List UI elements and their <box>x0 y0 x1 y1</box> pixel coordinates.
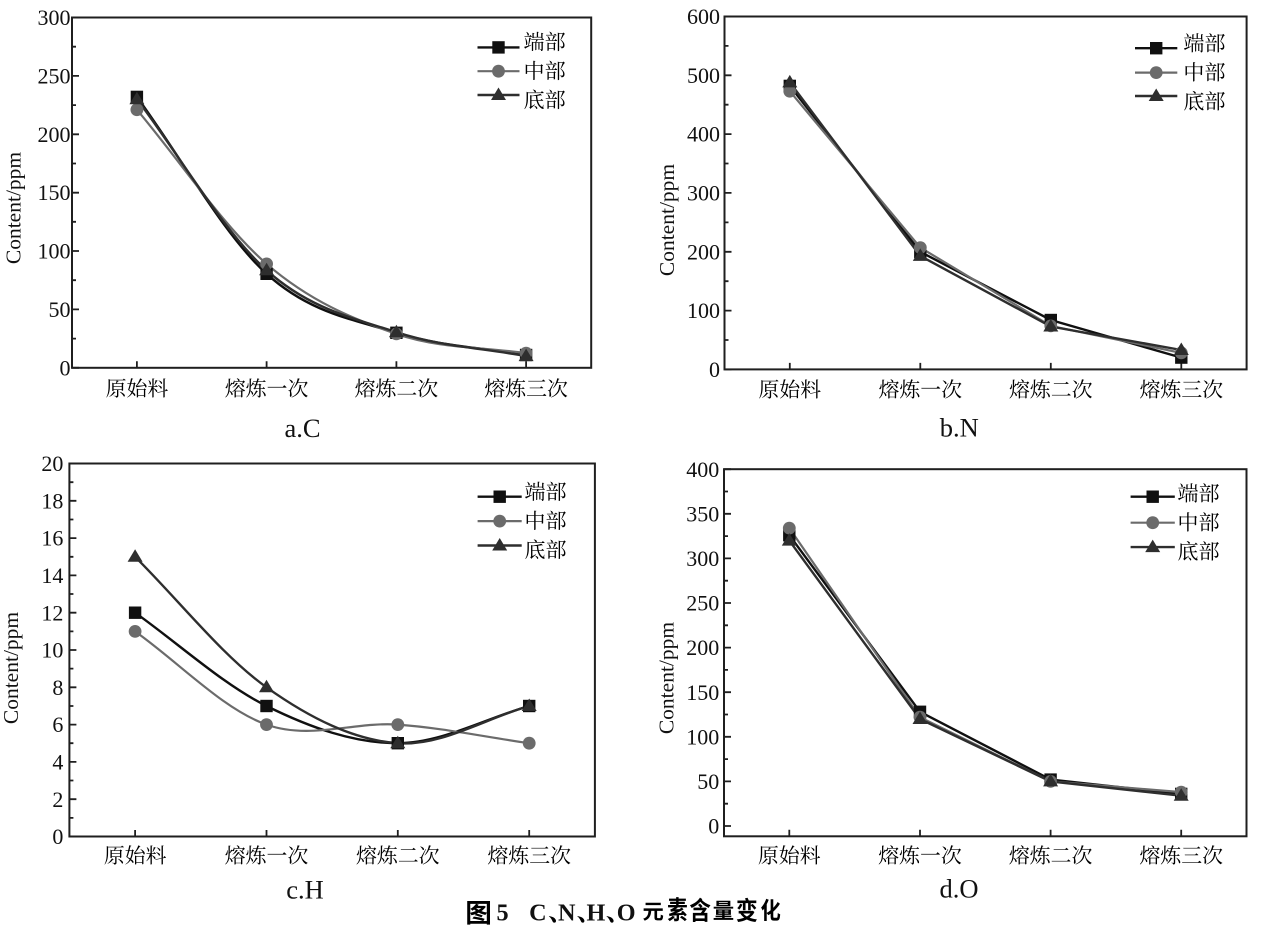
svg-text:350: 350 <box>686 501 719 526</box>
svg-text:50: 50 <box>49 297 71 322</box>
svg-text:0: 0 <box>708 814 719 839</box>
svg-text:0: 0 <box>709 357 720 382</box>
svg-text:300: 300 <box>686 546 719 571</box>
svg-text:10: 10 <box>41 638 63 663</box>
svg-text:100: 100 <box>38 239 71 264</box>
svg-text:300: 300 <box>687 181 720 206</box>
svg-text:d.O: d.O <box>939 874 978 904</box>
svg-text:4: 4 <box>52 750 63 775</box>
svg-text:200: 200 <box>686 635 719 660</box>
svg-text:200: 200 <box>687 239 720 264</box>
svg-text:Content/ppm: Content/ppm <box>655 622 679 735</box>
svg-text:150: 150 <box>38 180 71 205</box>
svg-text:2: 2 <box>52 787 63 812</box>
svg-text:20: 20 <box>41 451 63 476</box>
svg-text:50: 50 <box>697 769 719 794</box>
svg-text:Content/ppm: Content/ppm <box>2 152 26 265</box>
svg-text:Content/ppm: Content/ppm <box>0 612 23 725</box>
svg-text:14: 14 <box>41 563 63 588</box>
svg-text:C: C <box>529 900 546 927</box>
svg-text:100: 100 <box>687 298 720 323</box>
svg-text:150: 150 <box>686 680 719 705</box>
svg-text:Content/ppm: Content/ppm <box>655 164 679 277</box>
svg-text:200: 200 <box>38 122 71 147</box>
svg-text:a.C: a.C <box>284 413 320 443</box>
svg-text:600: 600 <box>687 4 720 29</box>
svg-text:250: 250 <box>686 591 719 616</box>
svg-text:N: N <box>558 900 576 927</box>
svg-text:400: 400 <box>686 457 719 482</box>
svg-text:c.H: c.H <box>286 875 324 905</box>
svg-text:300: 300 <box>38 5 71 30</box>
svg-text:16: 16 <box>41 526 63 551</box>
svg-text:500: 500 <box>687 63 720 88</box>
svg-text:O: O <box>617 900 636 927</box>
svg-text:0: 0 <box>52 824 63 849</box>
svg-text:12: 12 <box>41 600 63 625</box>
svg-text:100: 100 <box>686 724 719 749</box>
svg-text:6: 6 <box>52 712 63 737</box>
svg-text:5: 5 <box>497 900 509 927</box>
svg-text:H: H <box>586 900 605 927</box>
svg-text:250: 250 <box>38 64 71 89</box>
svg-text:b.N: b.N <box>940 413 979 443</box>
svg-text:18: 18 <box>41 488 63 513</box>
svg-text:400: 400 <box>687 122 720 147</box>
svg-text:0: 0 <box>60 355 71 380</box>
svg-text:8: 8 <box>52 675 63 700</box>
